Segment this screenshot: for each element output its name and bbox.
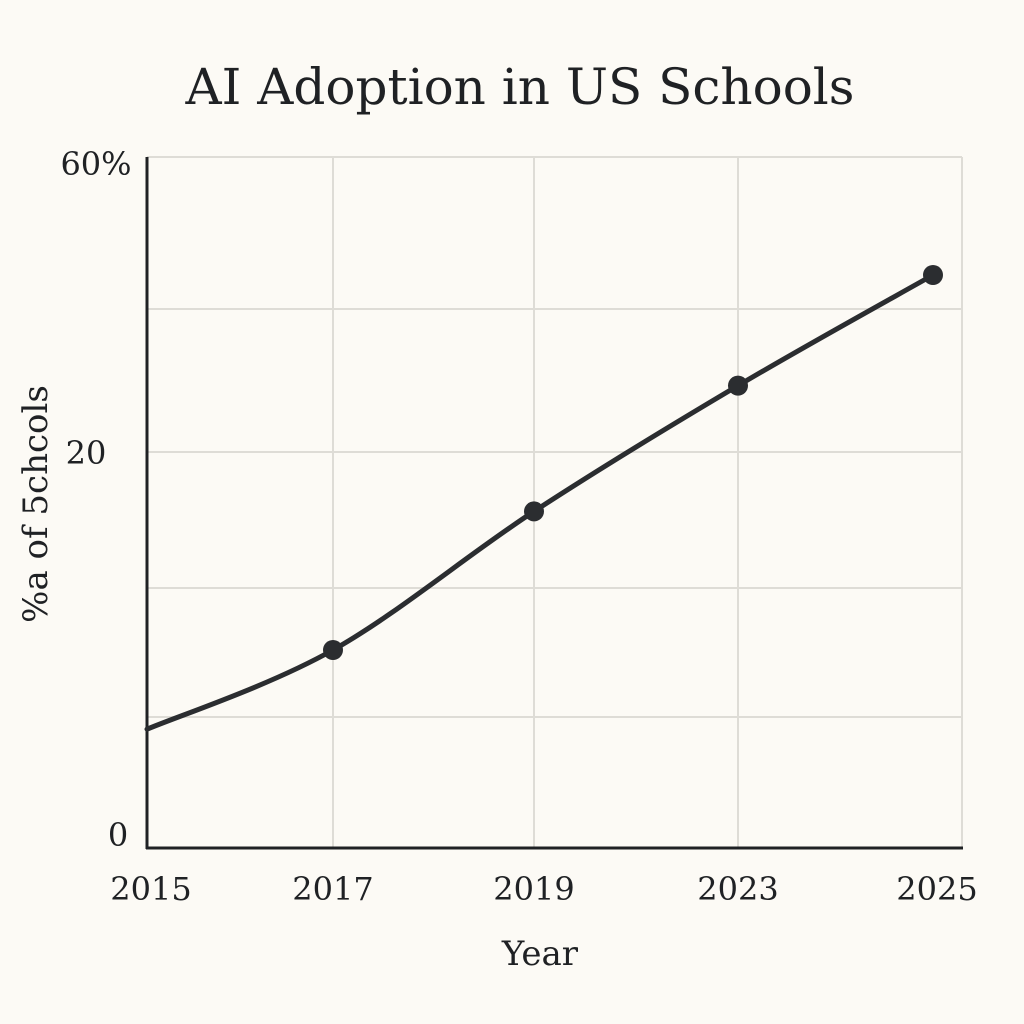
series-group xyxy=(144,265,943,732)
chart-title: AI Adoption in US Schools xyxy=(185,58,855,116)
x-axis-label: Year xyxy=(501,934,579,974)
data-point xyxy=(524,501,544,522)
x-tick-labels: 2015 2017 2019 2023 2025 xyxy=(110,870,977,908)
y-tick-label: 60% xyxy=(60,145,131,183)
data-point xyxy=(728,375,748,396)
y-axis-label: %a of 5chcols xyxy=(16,385,56,623)
data-point xyxy=(323,640,343,660)
x-tick-label: 2015 xyxy=(110,870,191,908)
grid-lines xyxy=(147,156,963,848)
y-tick-label: 20 xyxy=(66,434,107,472)
data-point xyxy=(923,265,943,285)
y-tick-labels: 60% 20 0 xyxy=(60,145,131,854)
x-tick-label: 2023 xyxy=(697,870,778,908)
x-tick-label: 2025 xyxy=(896,870,977,908)
x-tick-label: 2017 xyxy=(292,870,373,908)
axes xyxy=(145,157,963,850)
x-tick-label: 2019 xyxy=(493,870,574,908)
y-tick-label: 0 xyxy=(108,816,128,854)
